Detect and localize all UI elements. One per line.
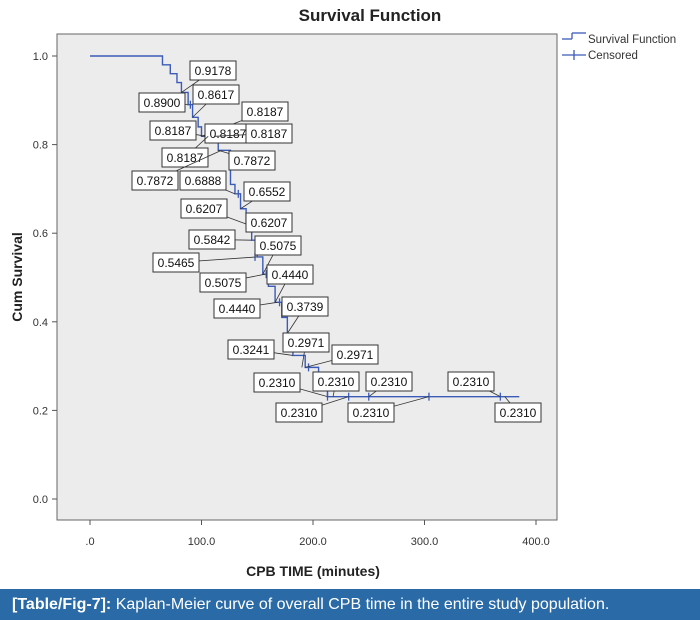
x-axis: .0 100.0 200.0 300.0 400.0: [85, 520, 550, 548]
annotation-box: [180, 198, 228, 219]
annotation-box: [188, 229, 236, 250]
legend: Survival Function Censored: [562, 32, 676, 62]
annotation-box: [152, 252, 200, 273]
annotation-label: 0.7872: [234, 154, 271, 168]
survival-chart: Survival Function Cum Survival CPB TIME …: [9, 6, 677, 579]
annotation-box: [192, 84, 240, 105]
annotation-box: [213, 298, 261, 319]
annotation-label: 0.8187: [247, 105, 284, 119]
annotation-label: 0.2310: [353, 406, 390, 420]
annotation-box: [138, 92, 186, 113]
annotation-label: 0.8900: [144, 96, 181, 110]
y-tick-label: 0.6: [33, 228, 48, 240]
annotation-box: [312, 371, 360, 392]
annotation-label: 0.4440: [219, 302, 256, 316]
annotation-label: 0.2310: [453, 375, 490, 389]
y-axis-label: Cum Survival: [9, 232, 25, 321]
annotation-label: 0.8187: [167, 151, 204, 165]
annotation-box: [179, 170, 227, 191]
annotation-label: 0.4440: [272, 268, 309, 282]
annotation-box: [189, 60, 237, 81]
annotation-box: [243, 181, 291, 202]
x-tick-label: 300.0: [411, 536, 439, 548]
annotation-label: 0.2971: [288, 336, 325, 350]
chart-title: Survival Function: [299, 6, 442, 25]
annotation-label: 0.5465: [158, 256, 195, 270]
annotation-box: [149, 120, 197, 141]
annotation-label: 0.5075: [205, 276, 242, 290]
annotation-label: 0.6207: [186, 202, 223, 216]
x-tick-label: 400.0: [522, 536, 550, 548]
annotation-box: [254, 235, 302, 256]
annotation-box: [281, 296, 329, 317]
annotation-label: 0.2310: [259, 376, 296, 390]
annotation-label: 0.3241: [233, 343, 270, 357]
annotation-box: [245, 123, 293, 144]
annotation-box: [347, 402, 395, 423]
annotation-label: 0.9178: [195, 64, 232, 78]
annotation-box: [266, 264, 314, 285]
annotation-box: [275, 402, 323, 423]
annotation-box: [494, 402, 542, 423]
caption-text: Kaplan-Meier curve of overall CPB time i…: [111, 596, 610, 613]
annotation-box: [447, 371, 495, 392]
legend-label-survival: Survival Function: [588, 34, 676, 46]
annotation-label: 0.2971: [337, 348, 374, 362]
y-tick-label: 0.4: [33, 317, 48, 329]
annotation-box: [199, 272, 247, 293]
annotation-box: [228, 150, 276, 171]
x-axis-label: CPB TIME (minutes): [246, 563, 380, 579]
annotation-label: 0.6552: [249, 185, 286, 199]
annotation-label: 0.8187: [251, 127, 288, 141]
annotation-label: 0.7872: [137, 174, 174, 188]
annotation-label: 0.2310: [281, 406, 318, 420]
y-tick-label: 0.2: [33, 405, 48, 417]
annotation-box: [282, 332, 330, 353]
annotation-label: 0.6207: [251, 216, 288, 230]
y-tick-label: 0.8: [33, 140, 48, 152]
annotation-label: 0.3739: [287, 300, 324, 314]
x-tick-label: 200.0: [299, 536, 327, 548]
y-axis: 0.0 0.2 0.4 0.6 0.8 1.0: [33, 51, 57, 506]
annotation-box: [245, 212, 293, 233]
annotation-box: [227, 339, 275, 360]
x-tick-label: .0: [85, 536, 94, 548]
annotation-label: 0.5075: [260, 239, 297, 253]
figure-caption: [Table/Fig-7]: Kaplan-Meier curve of ove…: [0, 589, 700, 620]
annotation-label: 0.2310: [318, 375, 355, 389]
y-tick-label: 0.0: [33, 494, 48, 506]
annotation-box: [253, 372, 301, 393]
x-tick-label: 100.0: [188, 536, 216, 548]
annotation-box: [365, 371, 413, 392]
annotation-label: 0.2310: [371, 375, 408, 389]
annotation-label: 0.8617: [198, 88, 235, 102]
caption-label: [Table/Fig-7]:: [12, 596, 112, 613]
annotation-label: 0.5842: [194, 233, 231, 247]
annotation-label: 0.6888: [185, 174, 222, 188]
annotation-label: 0.2310: [500, 406, 537, 420]
legend-label-censored: Censored: [588, 50, 638, 62]
annotation-label: 0.8187: [155, 124, 192, 138]
annotation-box: [241, 101, 289, 122]
annotation-box: [131, 170, 179, 191]
annotation-box: [331, 344, 379, 365]
annotation-label: 0.8187: [210, 127, 247, 141]
y-tick-label: 1.0: [33, 51, 48, 63]
